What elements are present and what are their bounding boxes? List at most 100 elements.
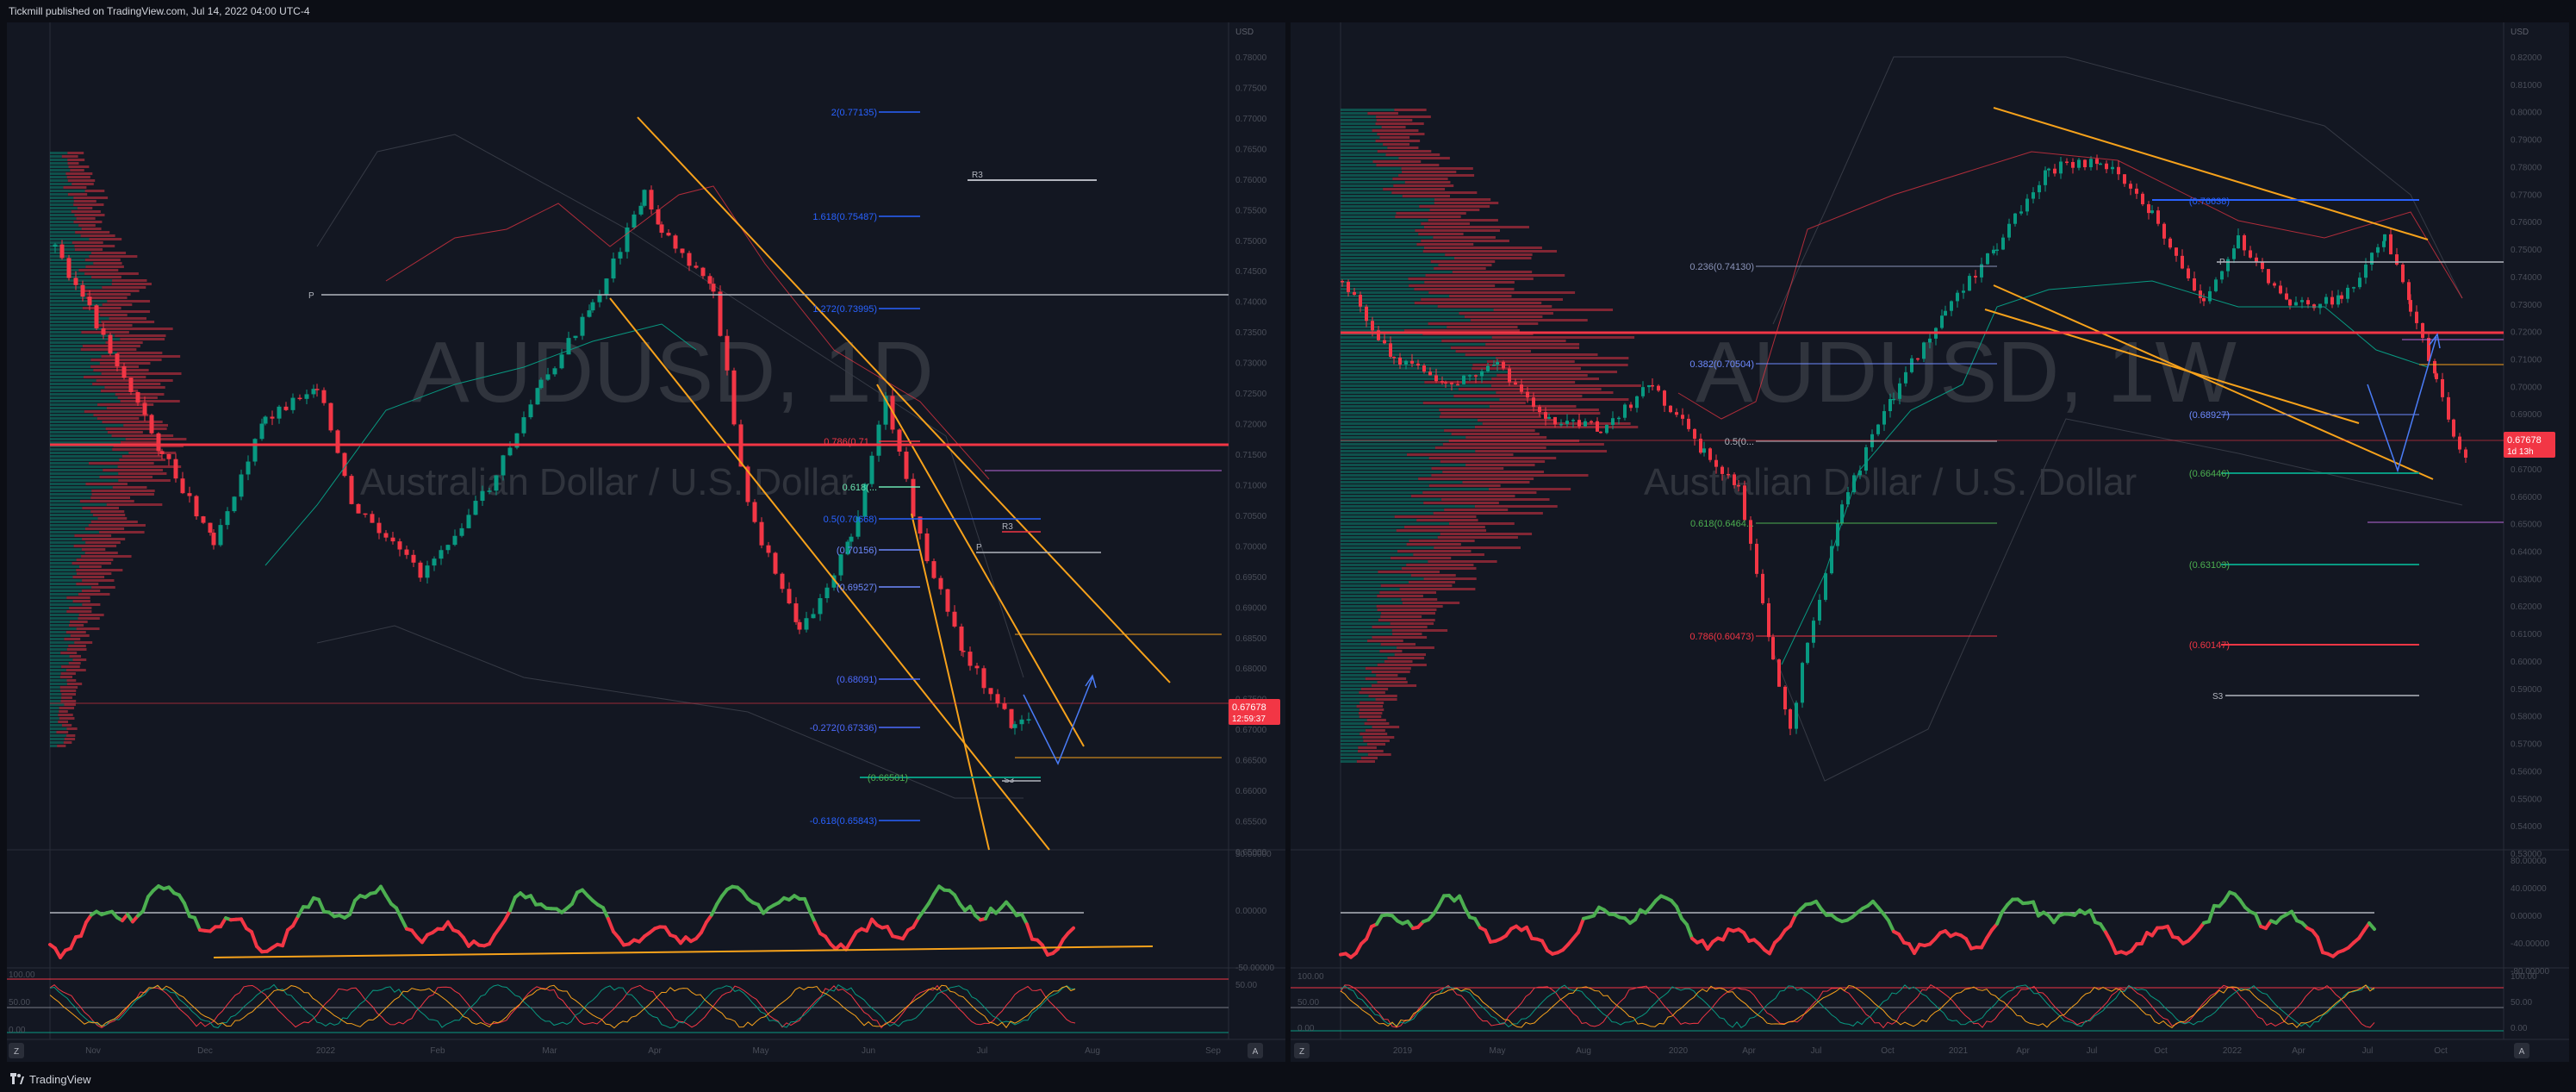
volume-profile-bar-up — [1341, 388, 1459, 390]
volume-profile-bar-down — [72, 576, 105, 578]
projection-arrow — [1023, 677, 1093, 765]
fib-0618-level-label: 0.618(0.6464... — [1690, 519, 1754, 529]
weekly-candle — [2383, 234, 2386, 241]
volume-profile-bar-down — [1367, 753, 1391, 756]
volume-profile-bar-up — [50, 448, 113, 451]
volume-profile-bar-down — [98, 324, 133, 327]
volume-profile-bar-down — [76, 569, 123, 571]
volume-profile-bar-down — [67, 159, 85, 161]
volume-profile-bar-down — [1423, 577, 1477, 580]
weekly-candle — [1663, 390, 1666, 406]
volume-profile-bar-up — [1341, 615, 1381, 618]
volume-profile-bar-up — [1341, 153, 1386, 156]
volume-profile-bar-down — [97, 517, 128, 520]
osc-line — [395, 906, 403, 920]
weekly-candle — [1532, 397, 1535, 407]
volume-profile-bar-down — [82, 538, 126, 540]
daily-candle — [862, 484, 868, 517]
weekly-candle — [2346, 287, 2349, 299]
weekly-candle — [1389, 343, 1392, 357]
volume-profile-bar-down — [61, 724, 72, 727]
volume-profile-bar-up — [1341, 419, 1478, 421]
volume-profile-bar-down — [1376, 164, 1440, 166]
chart-panel-weekly[interactable]: AUDUSD, 1W Australian Dollar / U.S. Dolla… — [1291, 22, 2569, 1062]
chart-panel-daily[interactable]: AUDUSD, 1D Australian Dollar / U.S. Dolla… — [7, 22, 1285, 1062]
channel-mid-line — [876, 384, 1085, 747]
weekly-candle — [1714, 459, 1718, 467]
volume-profile-bar-up — [50, 228, 82, 230]
chart-daily[interactable]: AUDUSD, 1D Australian Dollar / U.S. Dolla… — [7, 22, 1285, 1062]
price-tick-label: 0.76500 — [1235, 145, 1267, 154]
volume-profile-bar-down — [1410, 495, 1515, 497]
volume-profile-bar-up — [50, 348, 81, 351]
weekly-candle — [2111, 166, 2114, 170]
fib-0618-level-label: 0.618(... — [843, 483, 877, 493]
volume-profile-bar-down — [128, 452, 177, 454]
volume-profile-bar-down — [59, 676, 72, 678]
price-tick-label: 0.71500 — [1235, 451, 1267, 460]
volume-profile-bar-down — [90, 521, 138, 523]
chart-weekly[interactable]: AUDUSD, 1W Australian Dollar / U.S. Dolla… — [1291, 22, 2569, 1062]
weekly-candle — [2255, 257, 2258, 263]
weekly-candle — [1474, 375, 1478, 377]
volume-profile-bar-up — [1341, 143, 1384, 146]
volume-profile-bar-up — [1341, 467, 1432, 470]
daily-candle — [335, 430, 340, 453]
osc-line — [2316, 935, 2324, 955]
auto-scale-button[interactable] — [1248, 1043, 1263, 1058]
volume-profile-bar-up — [1341, 288, 1415, 290]
osc-line — [2290, 909, 2299, 923]
volume-profile-bar-down — [65, 669, 86, 671]
volume-profile-bar-down — [84, 259, 121, 261]
volume-profile-bar-down — [1493, 309, 1614, 311]
daily-candle — [459, 527, 464, 536]
volume-profile-bar-down — [1472, 367, 1581, 370]
footer-bar: TradingView — [0, 1066, 2576, 1092]
volume-profile-bar-up — [1341, 322, 1428, 325]
time-tick-label: Aug — [1085, 1046, 1100, 1056]
volume-profile-bar-down — [1383, 188, 1446, 190]
volume-profile-bar-up — [50, 627, 77, 630]
volume-profile-bar-up — [1341, 695, 1369, 697]
zoom-toggle-button[interactable] — [9, 1043, 24, 1058]
weekly-candle — [2294, 302, 2298, 306]
weekly-candle — [1571, 420, 1575, 421]
weekly-candle — [1944, 310, 1947, 316]
auto-scale-button[interactable] — [2514, 1043, 2529, 1058]
volume-profile-bar-up — [50, 590, 82, 592]
price-tick-label: 0.69000 — [2511, 410, 2542, 420]
weekly-candle — [2358, 278, 2361, 288]
volume-profile-bar-up — [1341, 646, 1397, 649]
weekly-candle — [1520, 384, 1523, 392]
volume-profile-bar-up — [1341, 733, 1360, 735]
volume-profile-bar-up — [50, 207, 78, 209]
osc-line — [1025, 922, 1034, 941]
zoom-toggle-button[interactable] — [1294, 1043, 1310, 1058]
daily-candle — [452, 535, 457, 546]
weekly-candle — [1383, 340, 1386, 344]
volume-profile-bar-up — [1341, 574, 1411, 577]
volume-profile-bar-up — [50, 372, 102, 375]
osc-line — [912, 916, 920, 929]
volume-profile-bar-down — [90, 365, 140, 368]
weekly-candle — [2318, 303, 2322, 309]
volume-profile-bar-down — [61, 696, 72, 699]
weekly-candle — [2032, 192, 2035, 199]
volume-profile-bar-down — [69, 607, 92, 609]
volume-profile-bar-down — [1442, 471, 1545, 473]
price-tick-label: 0.54000 — [2511, 822, 2542, 832]
osc-line — [1463, 906, 1472, 920]
channel-upper-line — [1993, 107, 2429, 240]
volume-profile-bar-up — [1341, 226, 1424, 228]
volume-profile-bar-up — [1341, 353, 1465, 356]
volume-profile-bar-down — [117, 352, 163, 354]
volume-profile-bar-down — [1381, 612, 1436, 615]
volume-profile-bar-up — [50, 545, 74, 547]
volume-profile-bar-down — [1360, 688, 1389, 690]
volume-profile-bar-up — [50, 607, 70, 609]
volume-profile-bar-down — [60, 652, 78, 654]
daily-candle — [53, 244, 58, 246]
volume-profile-bar-up — [50, 648, 67, 651]
volume-profile-bar-up — [1341, 236, 1434, 239]
weekly-candle — [1992, 249, 1995, 253]
